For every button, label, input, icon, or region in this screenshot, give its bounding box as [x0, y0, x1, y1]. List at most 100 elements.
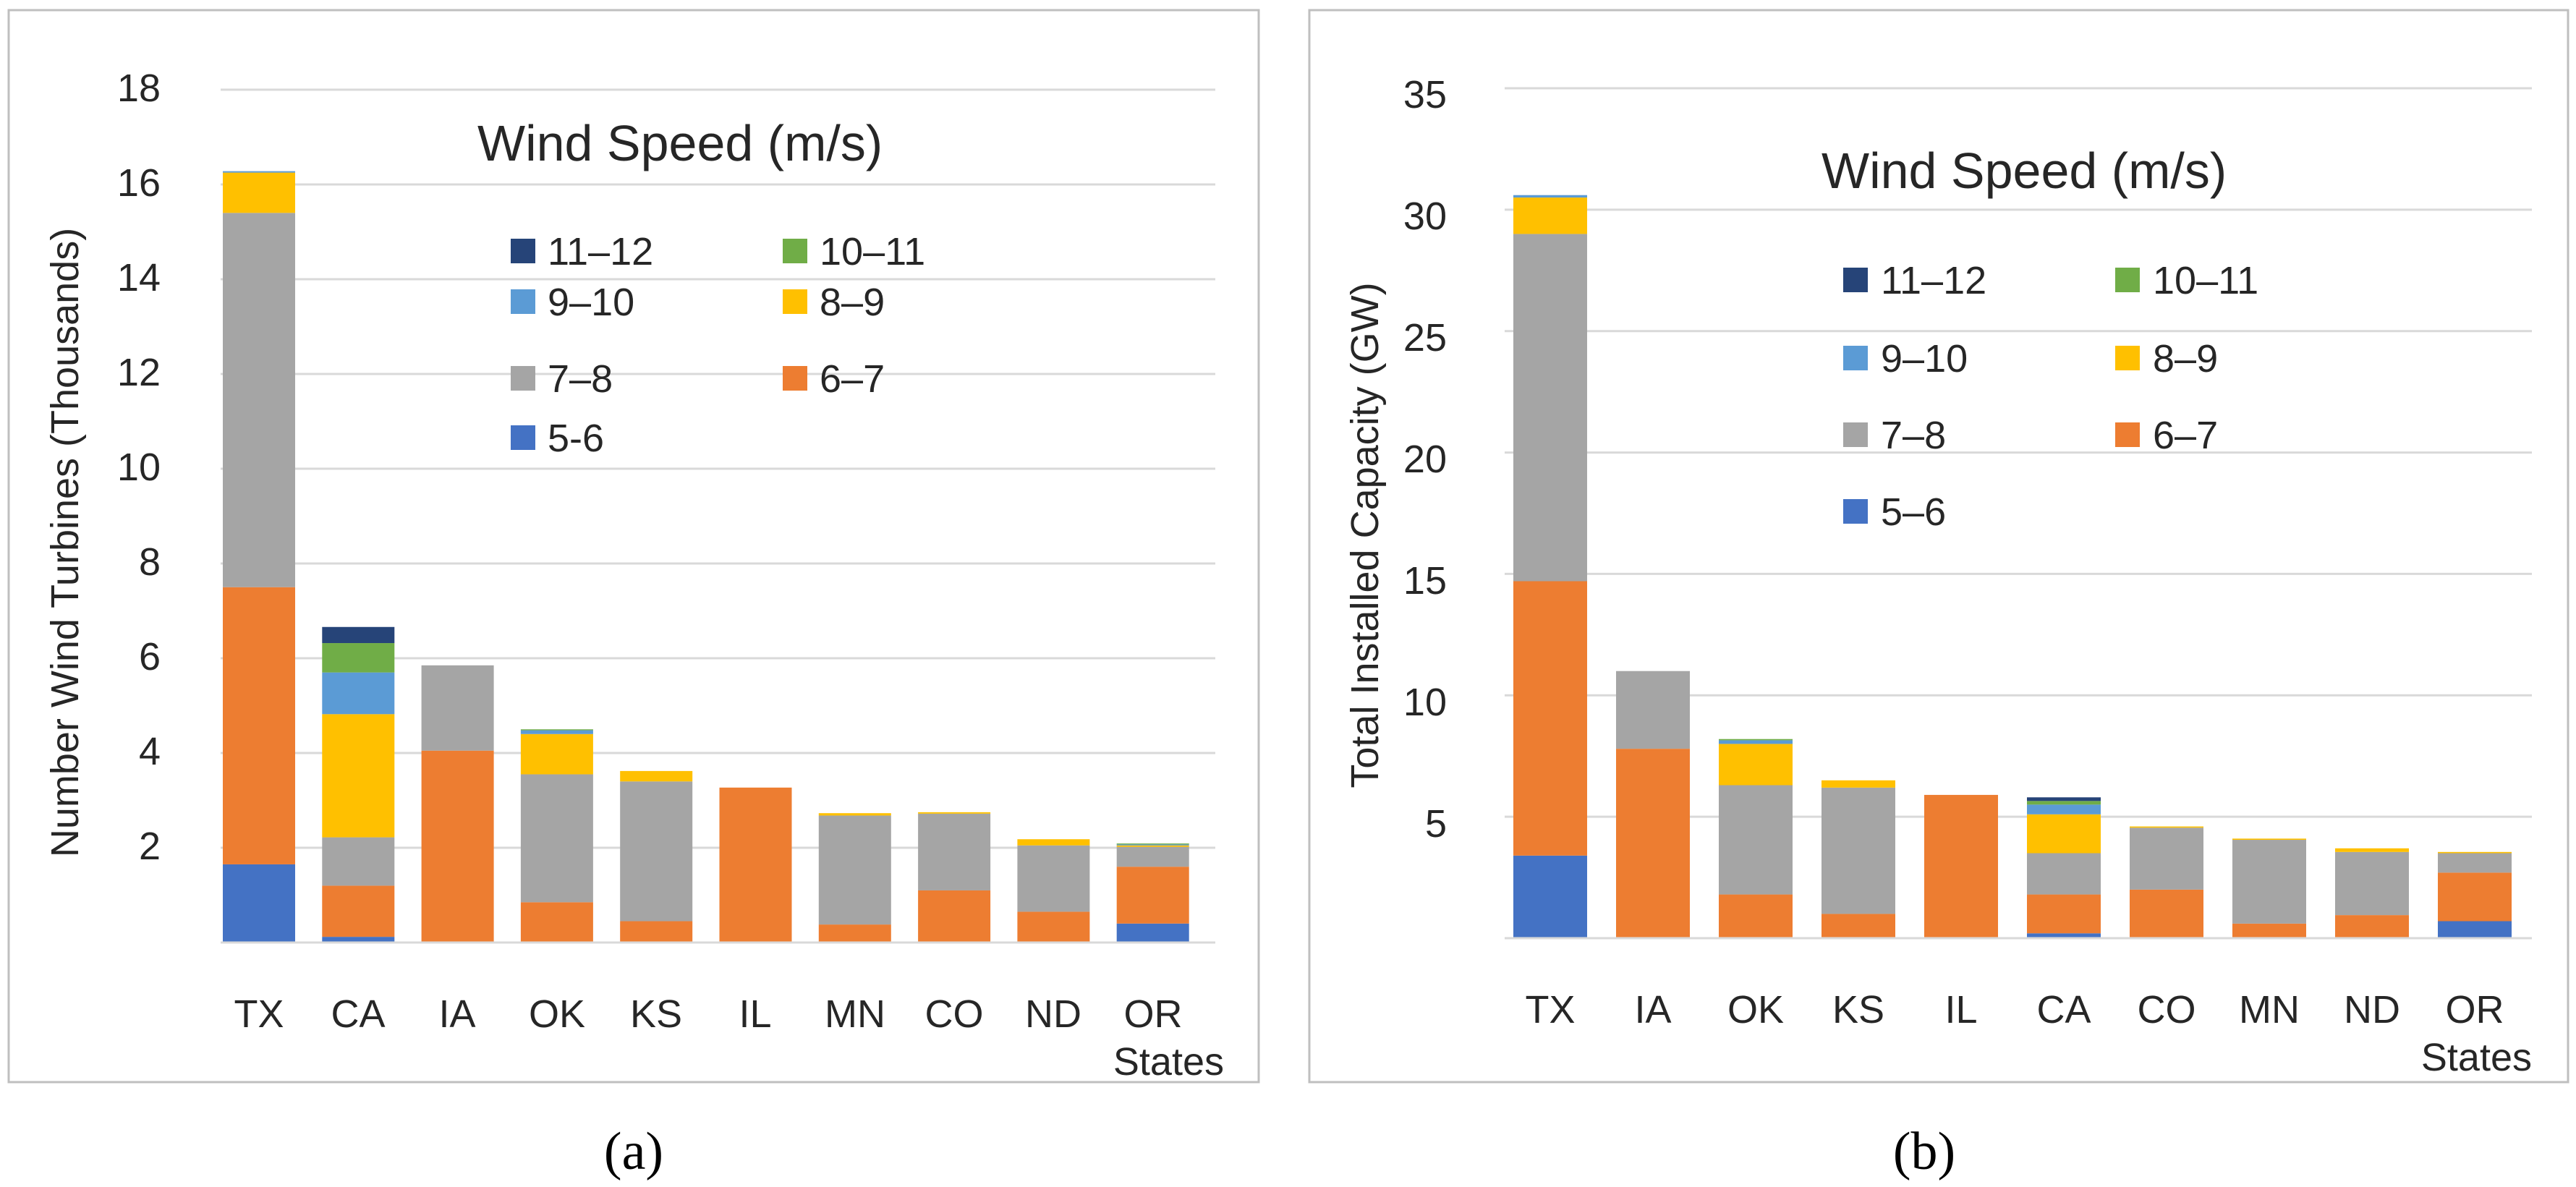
chart-b-bar-ca-10-11 [2027, 801, 2101, 805]
chart-b-x-tick: OK [1727, 988, 1784, 1031]
chart-b-x-tick: ND [2344, 988, 2400, 1031]
chart-a-y-tick: 10 [117, 446, 161, 489]
legend-swatch-10-11 [2115, 268, 2140, 292]
chart-b-bars [1513, 195, 2512, 938]
chart-a-bar-ks-8-9 [620, 770, 693, 782]
legend-label: 5–6 [1881, 490, 1946, 534]
chart-b-bar-or-7-8 [2438, 853, 2512, 873]
chart-a-legend-title: Wind Speed (m/s) [477, 115, 883, 171]
legend-label: 6–7 [820, 357, 885, 401]
chart-a-y-ticks: 18 16 14 12 10 8 6 4 2 [117, 67, 161, 868]
chart-b-bar-mn-6-7 [2232, 923, 2306, 938]
legend-swatch-5-6 [1843, 499, 1868, 524]
chart-b-bar-ia-6-7 [1616, 749, 1690, 938]
chart-b-bar-ok-6-7 [1719, 894, 1793, 938]
chart-b-bar-nd-6-7 [2335, 915, 2409, 938]
chart-a-bar-ca-7-8 [322, 837, 395, 886]
legend-label: 9–10 [1881, 337, 1968, 380]
legend-swatch-9-10 [1843, 346, 1868, 370]
chart-b-y-tick: 10 [1403, 681, 1447, 724]
chart-b-bar-ca-5-6 [2027, 933, 2101, 938]
chart-a-x-tick: TX [234, 992, 284, 1036]
legend-swatch-7-8 [511, 366, 535, 391]
chart-a-bar-ok-8-9 [520, 733, 593, 775]
chart-b-bar-ok-9-10 [1719, 740, 1793, 744]
chart-a-y-tick: 4 [139, 730, 161, 773]
chart-b-bar-ca-11-12 [2027, 797, 2101, 801]
chart-b-bar-ca-9-10 [2027, 804, 2101, 814]
chart-b-bar-ca-8-9 [2027, 814, 2101, 854]
chart-b-y-tick: 35 [1403, 73, 1447, 116]
legend-swatch-11-12 [511, 239, 535, 263]
legend-swatch-6-7 [783, 366, 807, 391]
chart-b-x-ticks: TX IA OK KS IL CA CO MN ND OR [1525, 988, 2504, 1031]
chart-a-x-tick: ND [1025, 992, 1081, 1036]
chart-a-bar-ca-8-9 [322, 714, 395, 838]
chart-b-bar-co-8-9 [2130, 826, 2203, 828]
chart-a-y-tick: 18 [117, 67, 161, 110]
chart-b-bar-nd-8-9 [2335, 848, 2409, 852]
chart-a-bar-or-5-6 [1116, 923, 1189, 943]
legend-swatch-8-9 [783, 289, 807, 314]
chart-b-bar-mn-7-8 [2232, 840, 2306, 924]
chart-b-x-tick: IL [1944, 988, 1977, 1031]
legend-swatch-7-8 [1843, 422, 1868, 447]
chart-b-y-tick: 20 [1403, 438, 1447, 481]
chart-a-bar-co-6-7 [918, 890, 991, 943]
chart-a-bar-ca-6-7 [322, 885, 395, 937]
chart-a-x-tick: IA [438, 992, 475, 1036]
chart-a-bar-or-7-8 [1116, 846, 1189, 867]
chart-a-x-tick: OK [529, 992, 585, 1036]
chart-a-bar-co-7-8 [918, 813, 991, 890]
legend-label: 7–8 [1881, 414, 1946, 457]
legend-label: 7–8 [548, 357, 613, 401]
chart-b-bar-tx-7-8 [1513, 234, 1587, 582]
legend-label: 9–10 [548, 281, 634, 324]
chart-a-bar-nd-8-9 [1017, 839, 1090, 846]
chart-a-bar-nd-6-7 [1017, 911, 1090, 943]
chart-b-bar-or-6-7 [2438, 872, 2512, 922]
chart-a-bar-ok-6-7 [520, 902, 593, 943]
chart-a-x-tick: CO [925, 992, 984, 1036]
chart-a-bar-mn-6-7 [818, 924, 891, 943]
chart-b-bar-or-5-6 [2438, 921, 2512, 938]
chart-b-x-tick: OR [2446, 988, 2504, 1031]
legend-swatch-5-6 [511, 425, 535, 450]
chart-a-y-tick: 2 [139, 825, 161, 868]
chart-a-bar-co-8-9 [918, 812, 991, 814]
chart-a-bar-tx-8-9 [223, 172, 295, 213]
chart-a-y-tick: 12 [117, 351, 161, 394]
chart-b-bar-ks-7-8 [1822, 787, 1895, 914]
chart-b-bar-ks-6-7 [1822, 914, 1895, 938]
chart-b-y-ticks: 35 30 25 20 15 10 5 [1403, 73, 1447, 846]
chart-panel-b: 35 30 25 20 15 10 5 Total Installed Capa… [1308, 9, 2569, 1084]
chart-a-bar-ca-5-6 [322, 937, 395, 943]
legend-swatch-8-9 [2115, 346, 2140, 370]
chart-a-x-tick: OR [1124, 992, 1183, 1036]
chart-b-bar-nd-7-8 [2335, 851, 2409, 916]
chart-a-bar-ok-10-11 [520, 729, 593, 731]
chart-a-x-tick: KS [630, 992, 682, 1036]
chart-a-bar-ok-7-8 [520, 774, 593, 903]
chart-b-bar-ok-7-8 [1719, 785, 1793, 895]
chart-a-y-tick: 16 [117, 161, 161, 205]
chart-a-y-tick: 6 [139, 635, 161, 678]
chart-a-x-tick: CA [331, 992, 385, 1036]
legend-label: 10–11 [2153, 259, 2258, 302]
chart-a-bar-mn-8-9 [818, 813, 891, 816]
chart-a-bar-ks-7-8 [620, 781, 693, 922]
chart-b-bar-ia-7-8 [1616, 671, 1690, 749]
chart-a-y-axis-label: Number Wind Turbines (Thousands) [43, 228, 87, 857]
chart-b-x-tick: CO [2138, 988, 2196, 1031]
legend-label: 10–11 [820, 230, 925, 273]
chart-a-bar-or-8-9 [1116, 845, 1189, 847]
chart-b-bar-ks-8-9 [1822, 780, 1895, 788]
chart-b-legend-title: Wind Speed (m/s) [1822, 142, 2227, 199]
chart-b-bar-tx-8-9 [1513, 197, 1587, 234]
legend-swatch-11-12 [1843, 268, 1868, 292]
chart-a-bar-tx-6-7 [223, 587, 295, 864]
chart-b-bar-or-8-9 [2438, 851, 2512, 854]
chart-b-y-tick: 15 [1403, 559, 1447, 603]
chart-a-bar-tx-5-6 [223, 864, 295, 943]
chart-a-x-axis-label: States [1113, 1040, 1224, 1084]
